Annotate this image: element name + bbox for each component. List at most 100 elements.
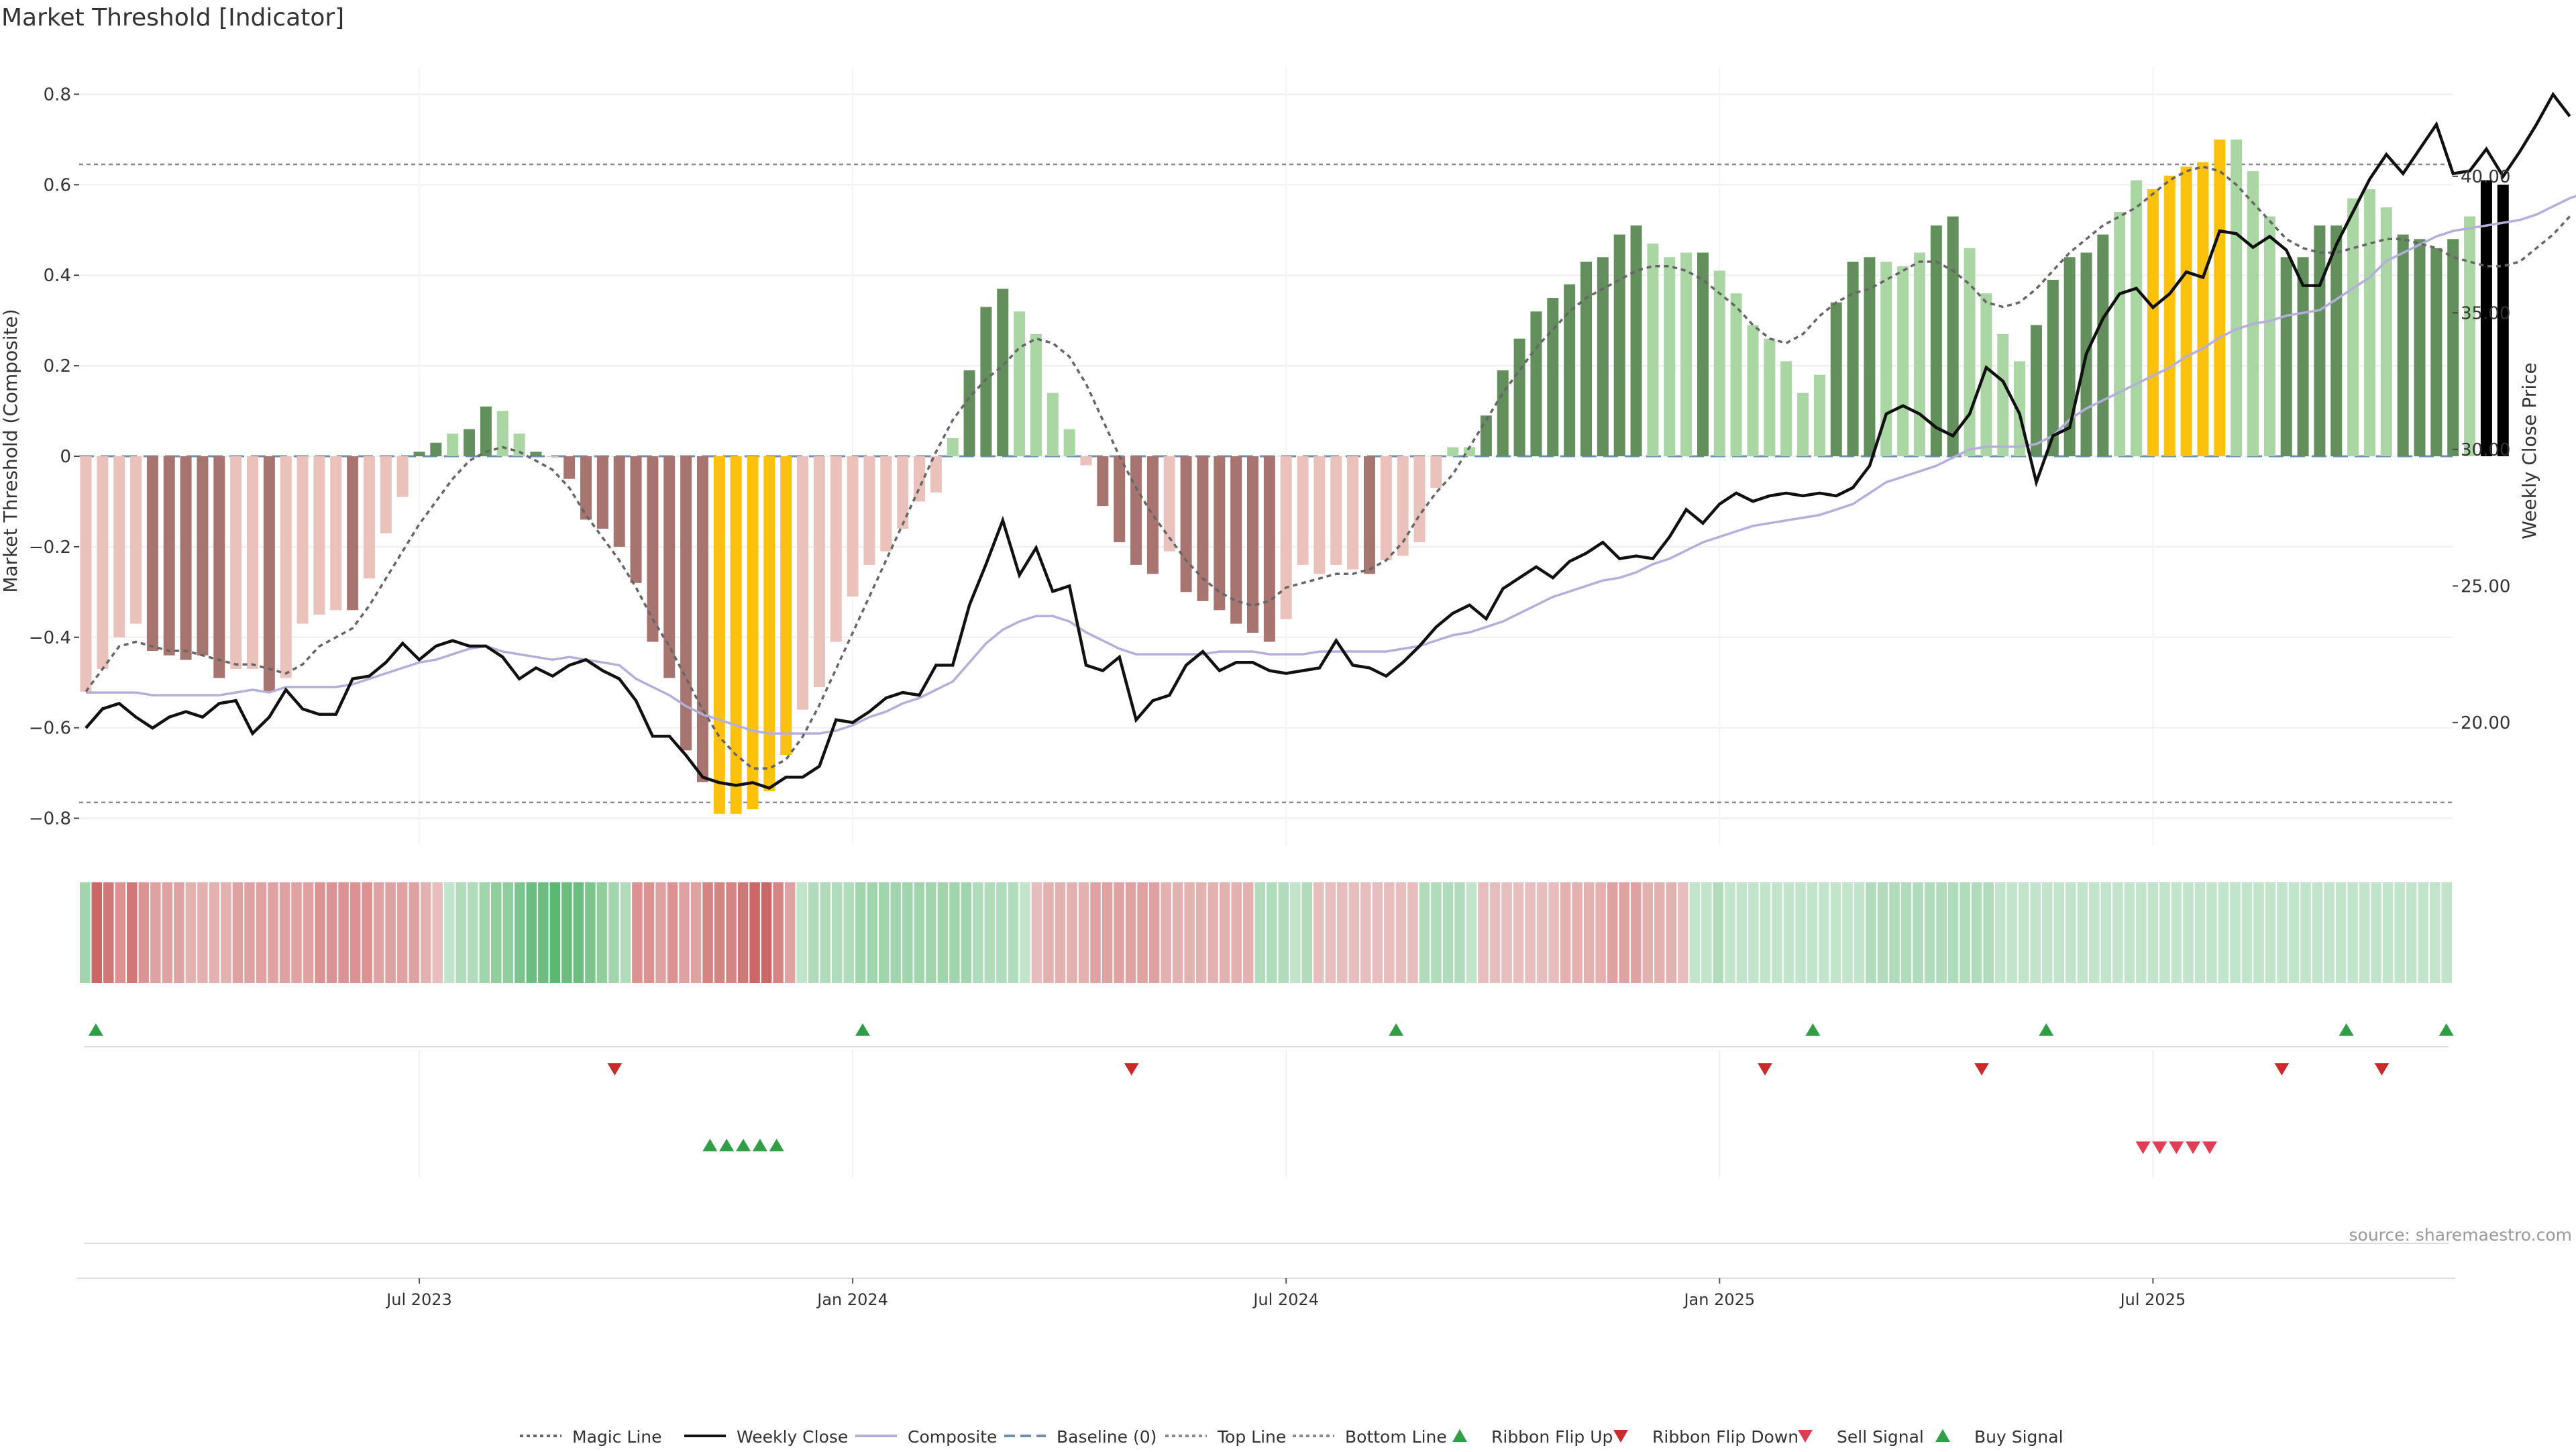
y-right-tick-label-0: 40.00 — [2461, 167, 2510, 187]
composite-line — [86, 195, 2576, 735]
ribbon-cell-17 — [279, 882, 290, 983]
ribbon-cell-187 — [2277, 882, 2288, 983]
y-left-tick-label-5: −0.2 — [29, 537, 71, 558]
bar-26 — [513, 433, 525, 456]
legend-item-1: Weekly Close — [684, 1427, 848, 1447]
bar-141 — [2430, 248, 2443, 456]
ribbon-cell-65 — [843, 882, 854, 983]
ribbon-cell-114 — [1419, 882, 1430, 983]
ribbon-cell-40 — [549, 882, 561, 983]
ribbon-cell-154 — [1889, 882, 1900, 983]
legend-label-9: Buy Signal — [1974, 1427, 2063, 1447]
ribbon-cell-171 — [2089, 882, 2100, 983]
ribbon-flip-up-marker-3 — [1805, 1023, 1821, 1036]
legend-swatch-9 — [1935, 1429, 1950, 1442]
ribbon-flip-down-marker-0 — [607, 1063, 623, 1076]
ribbon-cell-80 — [1020, 882, 1030, 983]
ribbon-cell-73 — [937, 882, 949, 983]
bar-140 — [2414, 239, 2426, 456]
buy-signal-marker-1 — [719, 1139, 735, 1151]
ribbon-cell-34 — [479, 882, 490, 983]
bar-3 — [130, 456, 142, 624]
bar-22 — [447, 433, 459, 456]
y-right-tick-label-4: 20.00 — [2461, 713, 2510, 733]
ribbon-cell-61 — [796, 882, 807, 983]
bar-18 — [380, 456, 392, 533]
bar-55 — [997, 289, 1009, 456]
bar-47 — [863, 456, 875, 565]
bar-110 — [1914, 252, 1925, 456]
ribbon-cell-67 — [867, 882, 878, 983]
ribbon-cell-127 — [1572, 882, 1582, 983]
sell-signal-marker-4 — [2202, 1141, 2217, 1154]
bar-63 — [1130, 456, 1142, 565]
ribbon-cell-41 — [561, 882, 572, 983]
ribbon-cell-184 — [2241, 882, 2253, 983]
bar-33 — [630, 456, 642, 583]
bar-30 — [580, 456, 592, 520]
legend-label-0: Magic Line — [572, 1427, 662, 1447]
y-axis-right: 40.00 35.00 30.00 25.00 20.00 — [2453, 167, 2510, 733]
ribbon-cell-91 — [1148, 882, 1160, 983]
bar-109 — [1897, 266, 1909, 456]
bar-104 — [1813, 374, 1825, 456]
bar-76 — [1347, 456, 1359, 570]
ribbon-cell-131 — [1619, 882, 1629, 983]
bar-40 — [747, 456, 759, 810]
ribbon-cell-15 — [256, 882, 267, 983]
bar-94 — [1647, 244, 1659, 456]
bar-62 — [1114, 456, 1126, 543]
bar-145 — [2497, 185, 2509, 456]
bar-92 — [1613, 234, 1625, 456]
bar-90 — [1580, 262, 1592, 456]
ribbon-cell-118 — [1466, 882, 1477, 983]
bar-23 — [464, 429, 476, 456]
bar-115 — [1997, 333, 2009, 456]
ribbon-cell-21 — [326, 882, 337, 983]
ribbon-cell-32 — [455, 882, 466, 983]
bar-87 — [1530, 311, 1542, 456]
bar-132 — [2280, 257, 2292, 456]
y-left-tick-label-1: 0.6 — [44, 175, 71, 195]
bar-57 — [1030, 333, 1042, 456]
ribbon-cell-35 — [491, 882, 502, 983]
bar-91 — [1597, 257, 1609, 456]
ribbon-cell-69 — [890, 882, 902, 983]
ribbon-cell-86 — [1090, 882, 1101, 983]
y-axis-left: 0.8 0.6 0.4 0.2 0 −0.2 −0.4 −0.6 −0.8 — [29, 85, 79, 829]
ribbon-cell-14 — [244, 882, 255, 983]
ribbon-cell-66 — [855, 882, 866, 983]
ribbon-cell-56 — [737, 882, 749, 983]
bar-36 — [680, 456, 692, 751]
ribbon-cell-103 — [1290, 882, 1301, 983]
ribbon-cell-161 — [1971, 882, 1982, 983]
bar-139 — [2397, 234, 2409, 456]
bar-119 — [2063, 257, 2076, 456]
ribbon-cell-169 — [2065, 882, 2076, 983]
legend-item-9: Buy Signal — [1935, 1427, 2063, 1447]
ribbon-cell-172 — [2100, 882, 2112, 983]
ribbon-flip-down-marker-1 — [1124, 1063, 1139, 1076]
y-right-tick-label-3: 25.00 — [2461, 576, 2510, 597]
bar-114 — [1980, 293, 1992, 456]
ribbon-flip-down-marker-2 — [1758, 1063, 1772, 1076]
ribbon-cell-76 — [973, 882, 983, 983]
ribbon-cell-0 — [80, 882, 91, 983]
bar-6 — [180, 456, 192, 660]
legend-swatch-6 — [1452, 1429, 1467, 1442]
ribbon-cell-124 — [1536, 882, 1548, 983]
y-axis-right-label: Weekly Close Price — [2518, 362, 2540, 539]
buy-signal-marker-0 — [702, 1139, 718, 1151]
ribbon-cell-106 — [1325, 882, 1336, 983]
ribbon-cell-23 — [350, 882, 361, 983]
bar-38 — [713, 456, 725, 814]
ribbon-cell-92 — [1161, 882, 1171, 983]
ribbon-cell-31 — [443, 882, 455, 983]
bar-113 — [1964, 248, 1976, 456]
bar-79 — [1397, 456, 1409, 556]
ribbon-flip-down-marker-3 — [1974, 1063, 1990, 1076]
ribbon-cell-46 — [620, 882, 631, 983]
ribbon-cell-6 — [150, 882, 161, 983]
bar-21 — [430, 442, 442, 456]
